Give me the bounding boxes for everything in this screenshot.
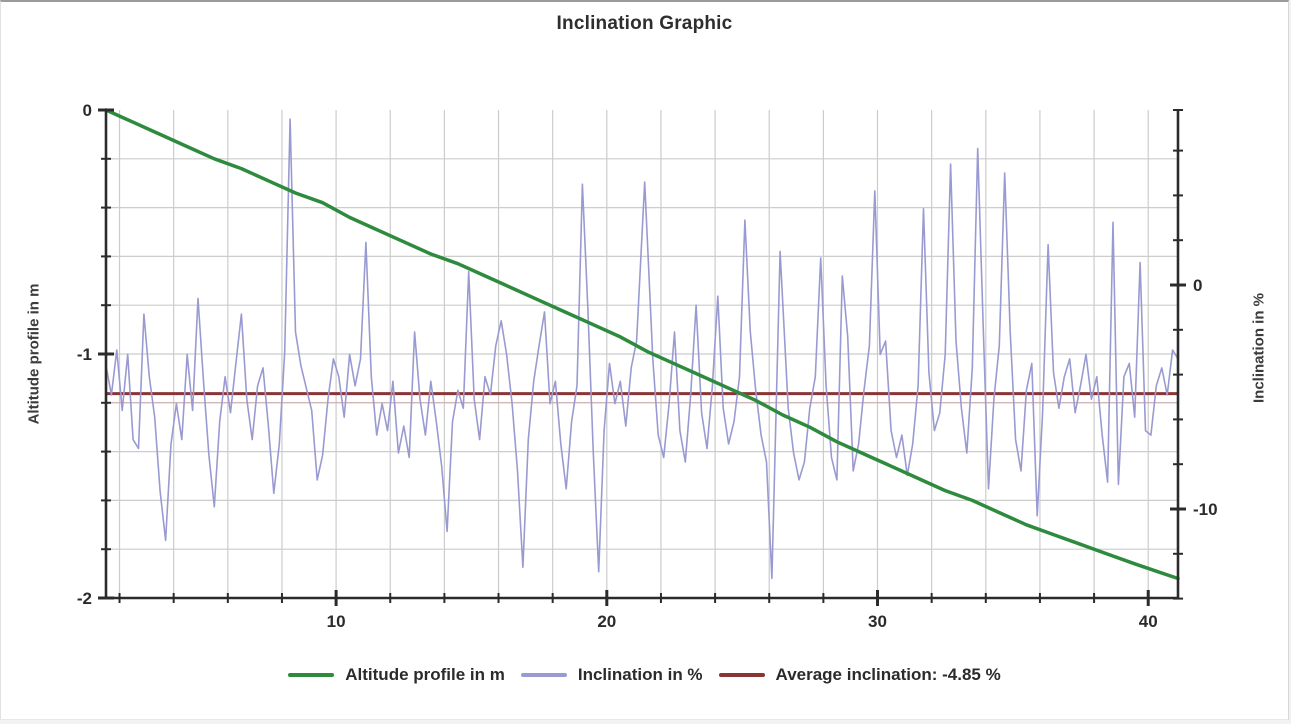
x-tick-label: 10 bbox=[327, 612, 346, 631]
inclination-series-line bbox=[105, 118, 1179, 580]
average-inclination-line bbox=[106, 392, 1178, 404]
x-tick-label: 40 bbox=[1139, 612, 1158, 631]
x-tick-label: 30 bbox=[868, 612, 887, 631]
legend-label-altitude: Altitude profile in m bbox=[345, 665, 505, 684]
chart-legend: Altitude profile in m Inclination in % A… bbox=[1, 665, 1288, 685]
left-axis-title: Altitude profile in m bbox=[25, 283, 43, 425]
axis-ticks bbox=[98, 108, 1186, 606]
left-y-tick-label: -1 bbox=[77, 345, 92, 364]
legend-item-average: Average inclination: -4.85 % bbox=[718, 665, 1001, 685]
legend-item-altitude: Altitude profile in m bbox=[288, 665, 505, 685]
left-y-tick-label: 0 bbox=[83, 101, 92, 120]
tick-labels: 10 20 30 40 0 -1 -2 0 -10 bbox=[77, 101, 1218, 631]
x-tick-label: 20 bbox=[597, 612, 616, 631]
legend-label-average: Average inclination: -4.85 % bbox=[775, 665, 1001, 684]
altitude-line-swatch bbox=[288, 673, 335, 677]
legend-label-inclination: Inclination in % bbox=[577, 665, 703, 684]
legend-item-inclination: Inclination in % bbox=[520, 665, 703, 685]
altitude-series-line bbox=[104, 108, 1180, 581]
chart-title: Inclination Graphic bbox=[556, 13, 733, 34]
right-axis-title: Inclination in % bbox=[1250, 292, 1268, 404]
inclination-line-swatch bbox=[520, 673, 567, 677]
grid-lines bbox=[106, 110, 1178, 599]
right-y-tick-label: 0 bbox=[1193, 276, 1202, 295]
right-y-tick-label: -10 bbox=[1193, 500, 1218, 519]
left-y-tick-label: -2 bbox=[77, 589, 92, 608]
average-line-swatch bbox=[718, 673, 765, 677]
